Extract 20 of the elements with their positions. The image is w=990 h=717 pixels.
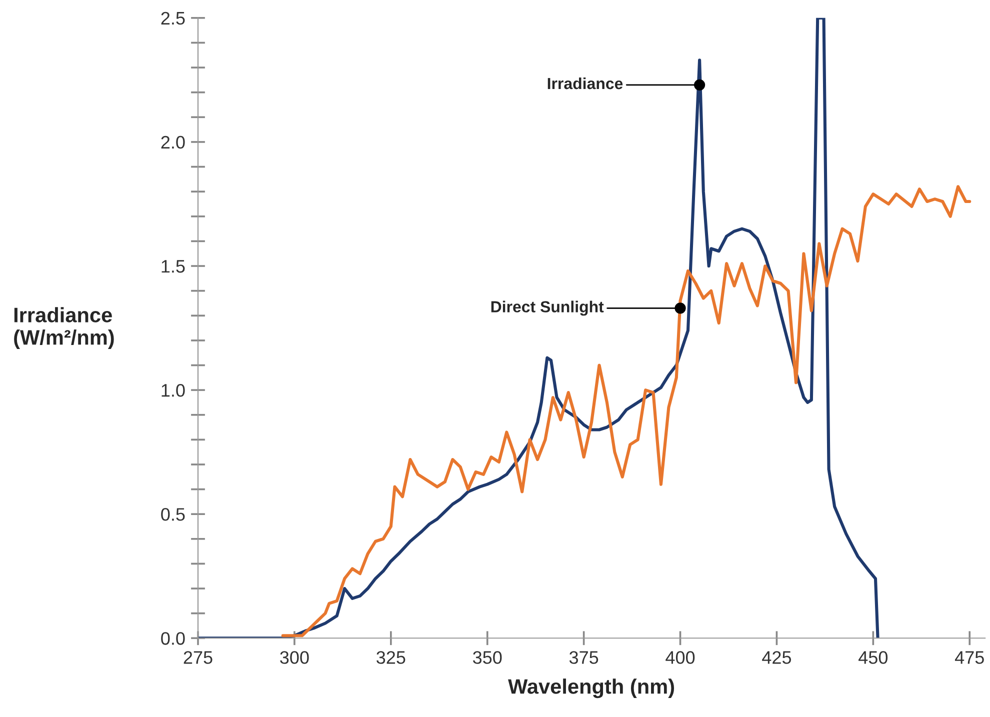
y-tick-label: 0.0 <box>161 632 185 645</box>
x-tick-label: 350 <box>472 651 502 664</box>
annotation: Direct Sunlight <box>491 300 604 316</box>
x-tick-label: 400 <box>666 651 695 664</box>
y-axis-title: Irradiance (W/m²/nm) <box>14 307 114 349</box>
x-axis-title: Wavelength (nm) <box>508 678 674 698</box>
y-tick-label: 1.0 <box>162 384 185 397</box>
y-tick-label: 1.5 <box>162 260 185 273</box>
annotation: Irradiance <box>548 77 623 90</box>
x-tick-label: 475 <box>954 651 984 664</box>
x-tick-label: 375 <box>569 651 598 664</box>
line-series <box>281 185 972 638</box>
x-tick-label: 275 <box>184 651 212 664</box>
y-tick-label: 0.5 <box>161 508 185 521</box>
y-tick-label: 2.5 <box>161 12 185 25</box>
x-tick-label: 425 <box>762 651 792 664</box>
x-tick-label: 325 <box>376 651 406 664</box>
x-tick-label: 450 <box>858 651 888 664</box>
y-tick-label: 2.0 <box>161 136 185 149</box>
x-tick-label: 300 <box>280 651 309 664</box>
